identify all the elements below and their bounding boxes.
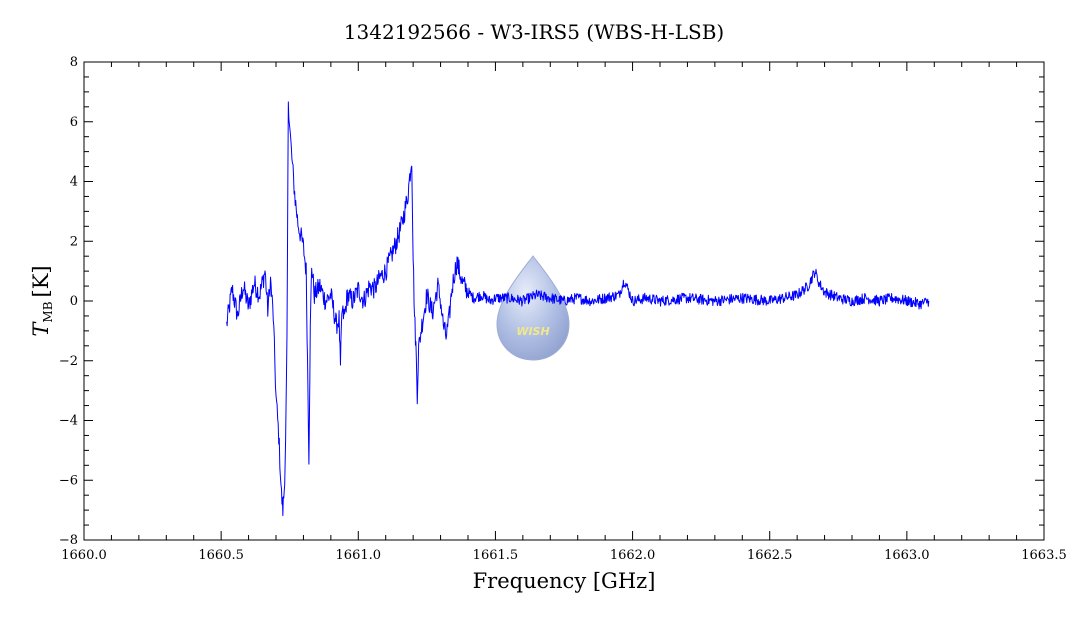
y-axis-ticks xyxy=(84,61,1044,541)
y-axis-label-main: T xyxy=(29,321,53,337)
watermark-text: WISH xyxy=(516,325,549,338)
x-tick-label: 1660.0 xyxy=(61,548,107,563)
y-tick-label: 2 xyxy=(70,234,78,249)
y-tick-label: 6 xyxy=(70,115,78,130)
wish-watermark: WISH xyxy=(496,255,570,361)
y-tick-label: −8 xyxy=(59,533,78,548)
y-tick-label: 0 xyxy=(70,294,78,309)
x-tick-label: 1660.5 xyxy=(198,548,244,563)
x-tick-label: 1663.5 xyxy=(1021,548,1067,563)
series-layer xyxy=(226,101,930,517)
y-axis-label-unit: [K] xyxy=(29,265,53,297)
x-tick-label: 1661.5 xyxy=(473,548,519,563)
x-tick-label: 1662.5 xyxy=(747,548,793,563)
spectrum-line xyxy=(226,101,930,517)
y-tick-label: −4 xyxy=(59,414,78,429)
y-tick-label: 8 xyxy=(70,55,78,70)
x-tick-label: 1663.0 xyxy=(884,548,930,563)
x-tick-label: 1661.0 xyxy=(336,548,382,563)
x-axis-label: Frequency [GHz] xyxy=(473,569,656,593)
x-axis-ticks xyxy=(83,62,1045,540)
chart-title: 1342192566 - W3-IRS5 (WBS-H-LSB) xyxy=(344,20,724,44)
y-tick-label: −2 xyxy=(59,354,78,369)
water-drop-icon xyxy=(496,255,570,361)
x-axis-tick-labels: 1660.0 1660.5 1661.0 1661.5 1662.0 1662.5 1663… xyxy=(61,548,1067,563)
y-axis-label-sub: MB xyxy=(41,301,55,322)
y-axis-tick-labels: 8 6 4 2 0 −2 −4 −6 −8 xyxy=(59,55,78,548)
x-tick-label: 1662.0 xyxy=(610,548,656,563)
y-axis-label: TMB [K] xyxy=(29,265,55,336)
y-tick-label: −6 xyxy=(59,473,78,488)
y-tick-label: 4 xyxy=(70,175,78,190)
